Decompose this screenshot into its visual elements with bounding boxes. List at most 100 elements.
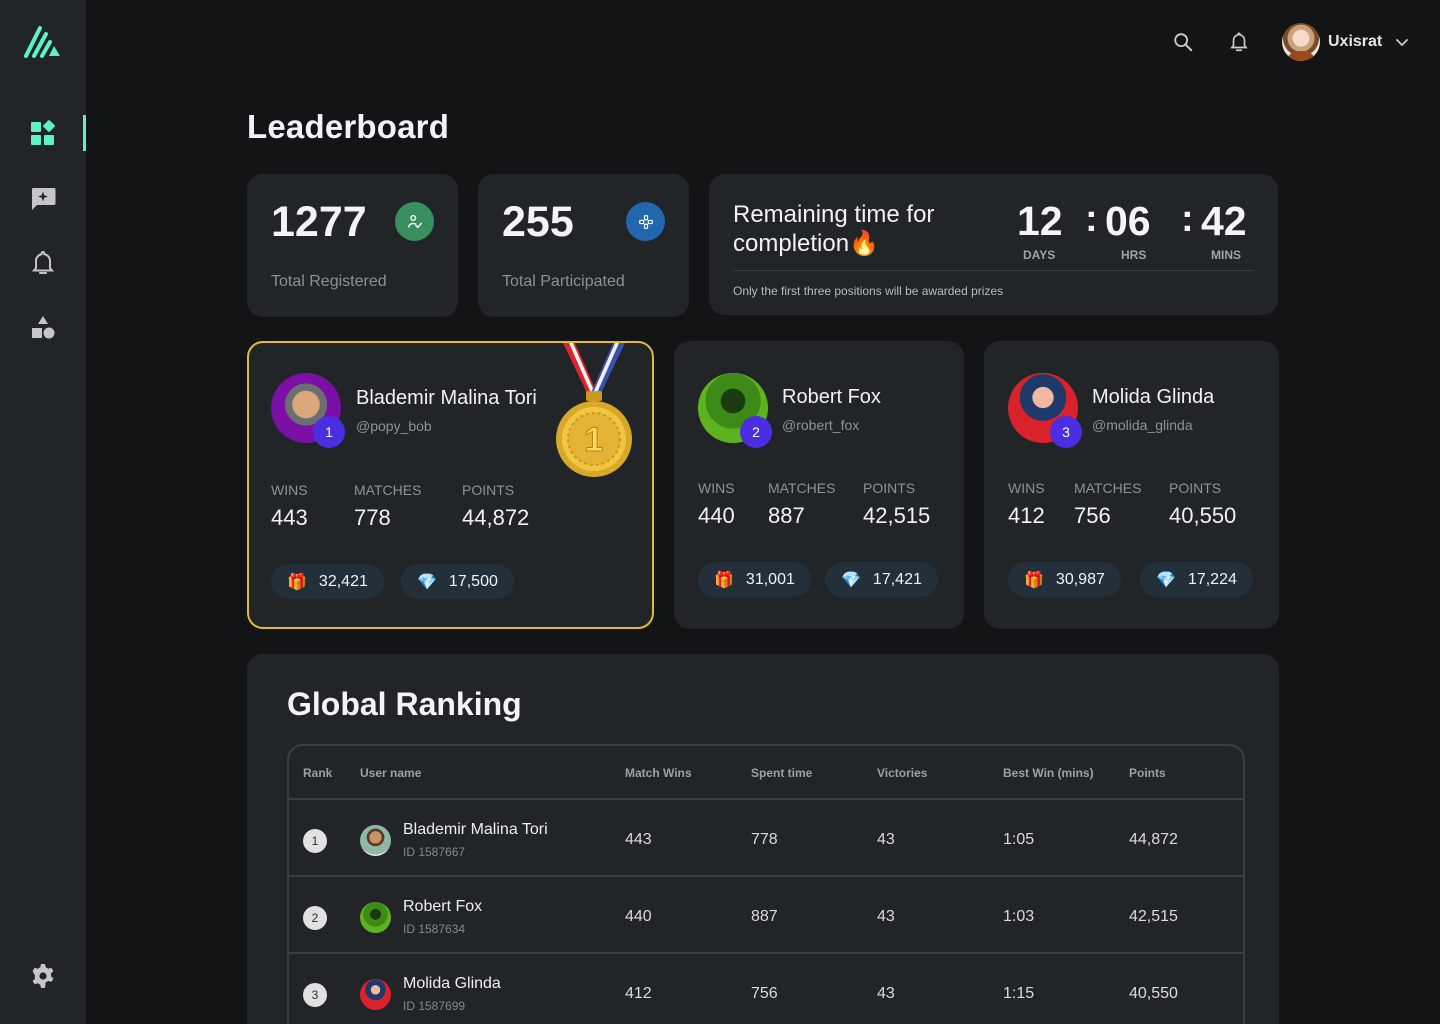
global-ranking-title: Global Ranking bbox=[287, 686, 522, 722]
table-row[interactable]: 2 Robert Fox ID 1587634 440 887 43 1:03 … bbox=[289, 877, 1243, 954]
fire-icon: 🔥 bbox=[849, 230, 879, 257]
divider bbox=[733, 270, 1254, 271]
column-header-rank[interactable]: Rank bbox=[303, 766, 333, 780]
points-label: POINTS bbox=[1169, 480, 1222, 496]
gems-pill: 💎 17,421 bbox=[825, 562, 938, 597]
notifications-button[interactable] bbox=[1226, 29, 1252, 55]
total-registered-value: 1277 bbox=[271, 198, 367, 246]
gift-icon: 🎁 bbox=[1024, 571, 1044, 589]
column-header-points[interactable]: Points bbox=[1129, 766, 1166, 780]
player-handle: @popy_bob bbox=[356, 418, 432, 434]
top-player-card-2[interactable]: 2 Robert Fox @robert_fox WINS MATCHES PO… bbox=[674, 341, 964, 629]
points: 42,515 bbox=[1129, 908, 1178, 925]
table-row[interactable]: 1 Blademir Malina Tori ID 1587667 443 77… bbox=[289, 800, 1243, 877]
player-handle: @molida_glinda bbox=[1092, 417, 1193, 433]
victories: 43 bbox=[877, 908, 895, 925]
wins-value: 412 bbox=[1008, 503, 1045, 528]
gifts-pill: 🎁 30,987 bbox=[1008, 562, 1121, 597]
countdown-title-text: Remaining time for completion bbox=[733, 201, 935, 257]
column-header-spent-time[interactable]: Spent time bbox=[751, 766, 813, 780]
settings-button[interactable] bbox=[0, 956, 86, 996]
points: 40,550 bbox=[1129, 985, 1178, 1002]
prize-note: Only the first three positions will be a… bbox=[733, 284, 1004, 298]
total-participated-label: Total Participated bbox=[502, 273, 625, 290]
matches-label: MATCHES bbox=[768, 480, 836, 496]
rank-badge: 1 bbox=[313, 416, 345, 448]
sidebar-item-shapes[interactable] bbox=[0, 308, 86, 348]
points-label: POINTS bbox=[462, 482, 515, 498]
brand-logo[interactable] bbox=[24, 22, 62, 58]
rank-number: 1 bbox=[303, 829, 327, 853]
avatar bbox=[1282, 23, 1320, 61]
best-win: 1:03 bbox=[1003, 908, 1035, 925]
search-button[interactable] bbox=[1170, 29, 1196, 55]
top-player-card-3[interactable]: 3 Molida Glinda @molida_glinda WINS MATC… bbox=[984, 341, 1279, 629]
column-header-match-wins[interactable]: Match Wins bbox=[625, 766, 692, 780]
sidebar bbox=[0, 0, 86, 1024]
rank-badge: 3 bbox=[1050, 416, 1082, 448]
diamond-icon: 💎 bbox=[1156, 571, 1176, 589]
countdown-timer: 12 : 06 : 42 DAYS HRS MINS bbox=[1017, 198, 1253, 270]
days-label: DAYS bbox=[1023, 248, 1056, 262]
diamond-icon: 💎 bbox=[417, 573, 437, 591]
page-title: Leaderboard bbox=[247, 108, 450, 145]
countdown-title: Remaining time for completion🔥 bbox=[733, 200, 973, 258]
gamepad-icon bbox=[626, 202, 665, 241]
user-id: ID 1587699 bbox=[403, 999, 466, 1013]
avatar bbox=[360, 979, 391, 1010]
timer-separator: : bbox=[1181, 198, 1194, 240]
gifts-value: 30,987 bbox=[1055, 570, 1105, 588]
chevron-down-icon[interactable] bbox=[1394, 34, 1410, 50]
table-header: Rank User name Match Wins Spent time Vic… bbox=[289, 746, 1243, 800]
column-header-best-win[interactable]: Best Win (mins) bbox=[1003, 766, 1094, 780]
total-participated-value: 255 bbox=[502, 198, 574, 246]
match-wins: 443 bbox=[625, 831, 652, 848]
active-indicator bbox=[83, 115, 86, 151]
gold-medal-icon: 1 bbox=[556, 343, 632, 477]
gift-icon: 🎁 bbox=[287, 573, 307, 591]
user-name: Robert Fox bbox=[403, 898, 483, 915]
global-ranking-panel: Global Ranking Rank User name Match Wins… bbox=[247, 654, 1279, 1024]
matches-value: 756 bbox=[1074, 503, 1111, 528]
matches-value: 887 bbox=[768, 503, 805, 528]
sidebar-item-dashboard[interactable] bbox=[0, 113, 86, 153]
gear-icon bbox=[32, 964, 54, 988]
shapes-icon bbox=[32, 316, 55, 339]
points-value: 40,550 bbox=[1169, 503, 1237, 528]
victories: 43 bbox=[877, 985, 895, 1002]
gift-icon: 🎁 bbox=[714, 571, 734, 589]
stat-card-participated: 255 Total Participated bbox=[478, 174, 689, 317]
avatar bbox=[360, 902, 391, 933]
player-name: Molida Glinda bbox=[1092, 386, 1215, 408]
column-header-user-name[interactable]: User name bbox=[360, 766, 422, 780]
table-row[interactable]: 3 Molida Glinda ID 1587699 412 756 43 1:… bbox=[289, 954, 1243, 1024]
countdown-days: 12 bbox=[1017, 198, 1063, 244]
gifts-value: 31,001 bbox=[745, 570, 795, 588]
rank-number: 2 bbox=[303, 906, 327, 930]
hrs-label: HRS bbox=[1121, 248, 1147, 262]
matches-label: MATCHES bbox=[354, 482, 422, 498]
dashboard-icon bbox=[31, 120, 55, 145]
user-name: Blademir Malina Tori bbox=[403, 821, 548, 838]
gifts-pill: 🎁 32,421 bbox=[271, 564, 384, 599]
bell-icon bbox=[31, 250, 55, 274]
points-value: 42,515 bbox=[863, 503, 931, 528]
points: 44,872 bbox=[1129, 831, 1178, 848]
rank-badge: 2 bbox=[740, 416, 772, 448]
user-id: ID 1587667 bbox=[403, 845, 466, 859]
svg-text:1: 1 bbox=[585, 421, 604, 459]
search-icon bbox=[1174, 33, 1193, 52]
top-player-card-1[interactable]: 1 Blademir Malina Tori @popy_bob 1 WINS … bbox=[247, 341, 654, 629]
gems-pill: 💎 17,224 bbox=[1140, 562, 1253, 597]
user-name: Molida Glinda bbox=[403, 975, 501, 992]
column-header-victories[interactable]: Victories bbox=[877, 766, 928, 780]
rank-number: 3 bbox=[303, 983, 327, 1007]
sidebar-item-notifications[interactable] bbox=[0, 243, 86, 283]
gifts-pill: 🎁 31,001 bbox=[698, 562, 811, 597]
sidebar-item-feedback[interactable] bbox=[0, 178, 86, 218]
points-label: POINTS bbox=[863, 480, 916, 496]
user-check-icon bbox=[395, 202, 434, 241]
user-menu[interactable]: Uxisrat bbox=[1282, 23, 1410, 61]
wins-value: 440 bbox=[698, 503, 735, 528]
matches-label: MATCHES bbox=[1074, 480, 1142, 496]
